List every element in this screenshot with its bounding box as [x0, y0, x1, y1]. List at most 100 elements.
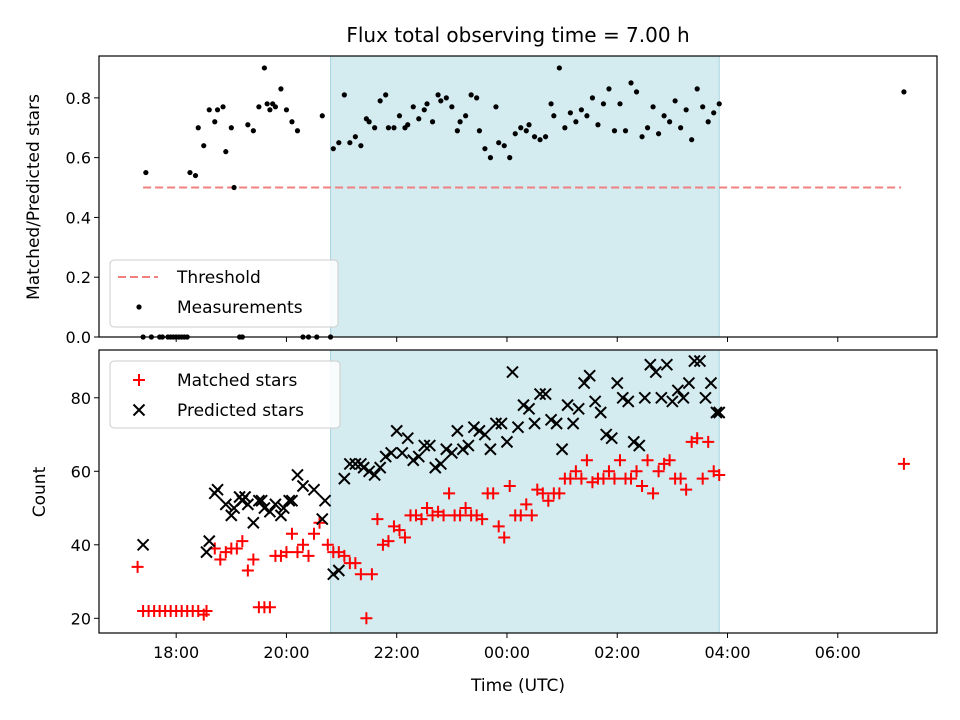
measurement-point: [289, 119, 295, 125]
legend-box: [109, 360, 341, 429]
matched-stars-point: [487, 487, 500, 500]
predicted-stars-point: [247, 516, 260, 529]
matched-stars-point: [520, 498, 533, 511]
matched-stars-point: [897, 457, 910, 470]
measurement-point: [231, 184, 237, 191]
measurement-point: [694, 86, 700, 92]
measurement-point: [212, 119, 218, 125]
predicted-stars-point: [407, 454, 420, 467]
measurement-point: [294, 128, 301, 134]
predicted-stars-point: [429, 461, 442, 474]
measurement-point: [606, 86, 612, 92]
measurement-point: [700, 104, 706, 110]
predicted-stars-point: [566, 417, 580, 430]
y-tick-label: 0.4: [66, 208, 91, 227]
measurement-point: [201, 143, 207, 149]
measurement-point: [482, 146, 488, 152]
matched-stars-point: [354, 568, 367, 581]
measurement-point: [496, 140, 502, 146]
predicted-stars-point: [379, 450, 392, 463]
predicted-stars-point: [682, 376, 696, 390]
measurement-point: [628, 80, 634, 86]
matched-stars-point: [241, 564, 254, 577]
measurement-point: [468, 92, 474, 98]
x-tick-label: 18:00: [153, 643, 199, 662]
measurement-point: [556, 65, 562, 71]
predicted-stars-point: [467, 420, 481, 434]
measurement-point: [531, 134, 538, 140]
predicted-stars-point: [258, 501, 271, 515]
predicted-stars-point: [704, 376, 718, 390]
matched-stars-point: [398, 531, 411, 544]
measurement-point: [716, 101, 722, 107]
matched-stars-point: [214, 553, 227, 566]
legend-measurement-swatch: [136, 304, 142, 310]
measurement-point: [429, 119, 436, 125]
matched-stars-point: [131, 560, 144, 573]
panel-count: 20 40 60 80 18:00 20:00 22:00 00:00 02:00 04:00 0…: [30, 349, 938, 662]
measurement-point: [683, 107, 689, 113]
measurement-point: [901, 89, 907, 95]
measurement-point: [372, 125, 378, 131]
shaded-interval: [330, 55, 720, 338]
matched-stars-point: [696, 472, 709, 485]
predicted-stars-point: [583, 369, 596, 382]
matched-stars-point: [663, 454, 676, 467]
predicted-stars-point: [655, 391, 668, 404]
predicted-stars-point: [269, 498, 282, 511]
measurement-point: [644, 125, 651, 131]
predicted-stars-point: [677, 391, 690, 404]
matched-stars-point: [564, 472, 577, 485]
legend-predicted-label: Predicted stars: [177, 401, 304, 421]
panel-ratio: 0.00.20.40.60.8 Matched/Predicted stars …: [24, 55, 938, 347]
y-tick-label: 20: [71, 609, 91, 628]
matched-stars-point: [263, 601, 276, 614]
legend-predicted-swatch: [132, 403, 146, 417]
measurement-point: [507, 155, 513, 161]
predicted-stars-point: [522, 402, 536, 416]
matched-stars-point: [476, 513, 489, 526]
predicted-stars-point: [484, 443, 497, 456]
matched-stars-point: [415, 513, 428, 526]
predicted-stars-point: [489, 417, 503, 430]
matched-stars-point: [459, 502, 472, 515]
x-tick-label: 02:00: [594, 643, 640, 662]
measurement-point: [650, 104, 656, 110]
predicted-stars-point: [349, 457, 362, 471]
measurement-point: [352, 134, 358, 140]
predicted-stars-point: [611, 376, 624, 390]
matched-stars-point: [569, 465, 582, 478]
legend-matched-swatch: [133, 374, 145, 386]
matched-stars-point: [514, 509, 527, 522]
matched-stars-point: [542, 494, 555, 507]
measurement-point: [347, 140, 353, 146]
matched-stars-point: [575, 472, 588, 485]
predicted-stars-point: [616, 391, 629, 404]
measurement-point: [487, 155, 494, 161]
predicted-stars-point: [296, 479, 310, 493]
predicted-stars-point: [561, 398, 574, 412]
legend-threshold-label: Threshold: [176, 268, 261, 288]
measurement-point: [493, 104, 499, 110]
predicted-stars-point: [401, 432, 414, 445]
predicted-stars-point: [418, 439, 431, 452]
predicted-stars-point: [255, 494, 268, 507]
matched-stars-point: [365, 568, 378, 581]
predicted-stars-point: [332, 564, 346, 577]
predicted-stars-point: [200, 545, 213, 559]
predicted-stars-point: [307, 483, 321, 496]
matched-stars-point: [236, 535, 249, 548]
predicted-stars-point: [252, 494, 266, 507]
measurement-point: [264, 101, 270, 107]
measurement-point: [589, 95, 596, 101]
measurement-point: [223, 149, 229, 155]
predicted-stars-point: [671, 384, 685, 397]
x-tick-label: 20:00: [263, 643, 309, 662]
matched-stars-point: [349, 557, 362, 570]
predicted-stars-point: [327, 567, 340, 581]
x-axis-label: Time (UTC): [470, 676, 565, 696]
chart-title: Flux total observing time = 7.00 h: [346, 23, 689, 47]
legend-matched-label: Matched stars: [177, 371, 297, 391]
predicted-stars-point: [627, 435, 640, 449]
measurement-point: [220, 104, 226, 110]
